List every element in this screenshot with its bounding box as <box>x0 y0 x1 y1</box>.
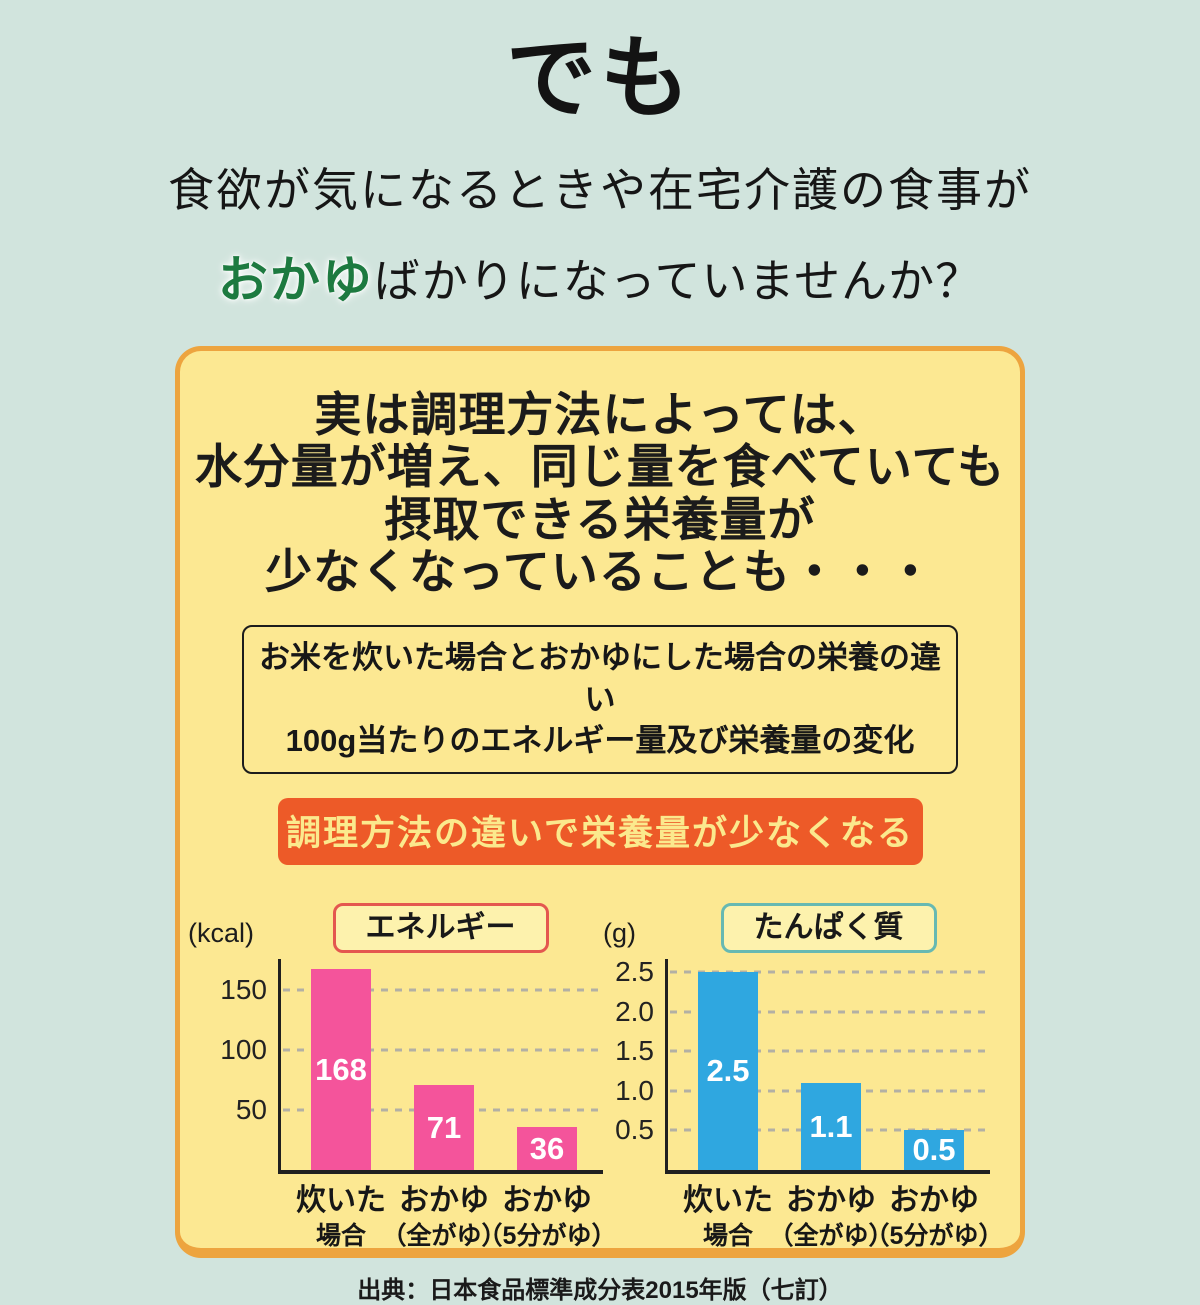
category-label-line2: 場合 <box>702 1221 753 1250</box>
energy-plot-area: 50 100 150 168 炊いた場合 71 おかゆ （全がゆ） 36 おかゆ （5分がゆ） <box>220 958 616 1249</box>
source-citation: 出典：日本食品標準成分表2015年版（七訂） <box>357 1276 843 1304</box>
category-label-line1: おかゆ <box>889 1183 979 1217</box>
card-headline: 実は調理方法によっては、 水分量が増え、同じ量を食べていても 摂取できる栄養量が… <box>180 387 1020 600</box>
bar: 168 <box>311 968 371 1170</box>
y-axis-tick-label: 1.5 <box>615 1035 654 1067</box>
bar: 0.5 <box>904 1130 964 1170</box>
protein-chart-title: たんぱく質 <box>720 903 937 953</box>
hero-subtitle-line1: 食欲が気になるときや在宅介護の食事が <box>168 164 1032 216</box>
card-headline-line: 摂取できる栄養量が <box>384 492 816 546</box>
chart-description-line: お米を炊いた場合とおかゆにした場合の栄養の違い <box>259 640 941 717</box>
category-label: 炊いた 場合 <box>683 1184 773 1251</box>
protein-plot-area: 0.5 1.0 1.5 2.0 2.5 2.5 炊いた場合 1.1 おかゆ （全がゆ） 0.5 おかゆ… <box>615 957 1003 1249</box>
bar-value-label: 168 <box>315 1051 367 1087</box>
y-axis-tick-label: 2.0 <box>615 995 654 1027</box>
energy-chart-header: (kcal) エネルギー <box>186 901 603 953</box>
category-label: おかゆ （全がゆ） <box>381 1184 506 1251</box>
hero-section: でも 食欲が気になるときや在宅介護の食事が おかゆばかりになっていませんか？ <box>0 0 1200 312</box>
y-axis-tick-label: 1.0 <box>615 1074 654 1106</box>
hero-subtitle-line2: おかゆばかりになっていませんか？ <box>0 240 1200 312</box>
category-label: 炊いた 場合 <box>296 1184 386 1251</box>
bar-value-label: 36 <box>529 1130 565 1166</box>
bar-value-label: 0.5 <box>912 1132 956 1168</box>
nutrition-info-card: 実は調理方法によっては、 水分量が増え、同じ量を食べていても 摂取できる栄養量が… <box>175 345 1025 1304</box>
grid-line <box>670 1049 990 1053</box>
category-label: おかゆ （5分がゆ） <box>478 1184 617 1251</box>
grid-line <box>283 988 603 992</box>
charts-row: (kcal) エネルギー 50 100 150 168 炊いた場合 71 おかゆ （全がゆ） 3… <box>180 901 1020 1249</box>
y-axis-tick-label: 0.5 <box>615 1114 654 1146</box>
protein-bar-chart: (g) たんぱく質 0.5 1.0 1.5 2.0 2.5 2.5 炊いた場合 1.1 おかゆ （… <box>603 901 1003 1249</box>
y-axis-tick-label: 2.5 <box>615 955 654 987</box>
okayu-highlight-text: おかゆ <box>217 251 374 308</box>
protein-plot-wrap: 0.5 1.0 1.5 2.0 2.5 2.5 炊いた場合 1.1 おかゆ （全がゆ） 0.5 おかゆ… <box>603 957 1003 1249</box>
page-title: でも <box>506 30 694 129</box>
category-label: おかゆ （全がゆ） <box>768 1184 893 1251</box>
category-label-line2: （全がゆ） <box>768 1221 894 1250</box>
chart-description-line: 100g当たりのエネルギー量及び栄養量の変化 <box>285 723 915 759</box>
bar-value-label: 71 <box>426 1109 462 1145</box>
bar-value-label: 1.1 <box>809 1108 853 1144</box>
energy-chart-title: エネルギー <box>332 903 549 953</box>
category-label-line2: （5分がゆ） <box>864 1221 1004 1250</box>
protein-axis-unit-label: (g) <box>603 917 636 948</box>
bar: 36 <box>517 1126 577 1170</box>
bar: 71 <box>414 1084 474 1170</box>
card-headline-line: 少なくなっていることも・・・ <box>265 545 935 599</box>
bar-value-label: 2.5 <box>706 1053 750 1089</box>
category-label-line1: おかゆ <box>398 1183 489 1217</box>
protein-title-slot: たんぱく質 <box>665 903 992 953</box>
y-axis-tick-label: 100 <box>220 1034 267 1066</box>
card-headline-line: 水分量が増え、同じ量を食べていても <box>194 440 1006 494</box>
category-label-line2: （全がゆ） <box>381 1221 507 1250</box>
protein-chart-header: (g) たんぱく質 <box>603 901 992 953</box>
energy-axis-unit-label: (kcal) <box>188 917 254 948</box>
energy-plot-wrap: 50 100 150 168 炊いた場合 71 おかゆ （全がゆ） 36 おかゆ （5分がゆ） <box>186 958 616 1249</box>
category-label-line1: おかゆ <box>502 1183 592 1217</box>
category-label: おかゆ （5分がゆ） <box>865 1184 1004 1251</box>
chart-headline-banner: 調理方法の違いで栄養量が少なくなる <box>277 797 923 865</box>
grid-line <box>283 1048 603 1052</box>
grid-line <box>670 970 990 974</box>
hero-subtitle-line2-rest: ばかりになっていませんか？ <box>373 255 983 307</box>
card-headline-line: 実は調理方法によっては、 <box>314 387 886 441</box>
bar: 1.1 <box>801 1082 861 1170</box>
chart-description-box: お米を炊いた場合とおかゆにした場合の栄養の違い 100g当たりのエネルギー量及び… <box>242 625 958 774</box>
category-label-line2: 場合 <box>315 1221 366 1250</box>
grid-line <box>670 1010 990 1014</box>
energy-bar-chart: (kcal) エネルギー 50 100 150 168 炊いた場合 71 おかゆ （全がゆ） 3… <box>186 901 616 1249</box>
bar: 2.5 <box>698 971 758 1170</box>
category-label-line1: 炊いた <box>296 1183 386 1217</box>
category-label-line2: （5分がゆ） <box>477 1221 617 1250</box>
y-axis-tick-label: 150 <box>220 974 267 1006</box>
y-axis-tick-label: 50 <box>235 1093 267 1125</box>
energy-title-slot: エネルギー <box>278 903 603 953</box>
category-label-line1: 炊いた <box>683 1183 773 1217</box>
category-label-line1: おかゆ <box>785 1183 876 1217</box>
